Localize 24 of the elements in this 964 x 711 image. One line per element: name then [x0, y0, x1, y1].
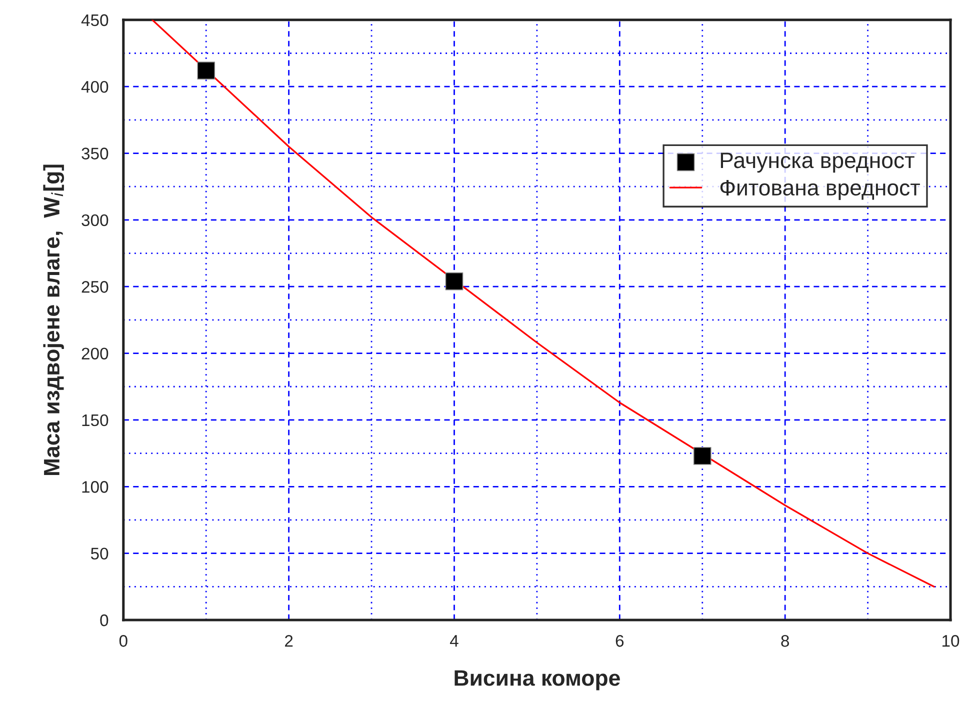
x-tick-label: 6	[616, 635, 624, 647]
y-tick-label: 300	[82, 214, 108, 226]
y-axis-title: Маса издвојене влаге, W$_{i}$[g]	[43, 164, 64, 476]
y-tick-label: 250	[82, 281, 108, 293]
y-tick-label: 200	[82, 348, 108, 360]
x-axis-title: Висина коморе	[454, 670, 620, 690]
y-tick-label: 450	[81, 14, 108, 26]
legend-label: Рачунска вредност	[720, 152, 914, 173]
x-tick-label: 0	[119, 635, 128, 647]
x-tick-label: 8	[781, 635, 789, 647]
legend-label: Фитована вредност	[720, 180, 920, 200]
point	[693, 447, 712, 465]
y-tick-label: 350	[82, 148, 108, 160]
y-tick-label: 100	[82, 481, 108, 493]
line-series	[152, 20, 935, 588]
y-tick-label: 0	[100, 614, 108, 626]
point	[197, 62, 216, 80]
point	[445, 272, 464, 290]
y-tick-label: 50	[90, 548, 108, 560]
y-tick-label: 150	[82, 414, 108, 426]
x-tick-label: 4	[450, 635, 458, 647]
x-tick-label: 10	[942, 635, 960, 647]
x-tick-label: 2	[285, 635, 293, 647]
y-tick-label: 400	[81, 80, 108, 93]
